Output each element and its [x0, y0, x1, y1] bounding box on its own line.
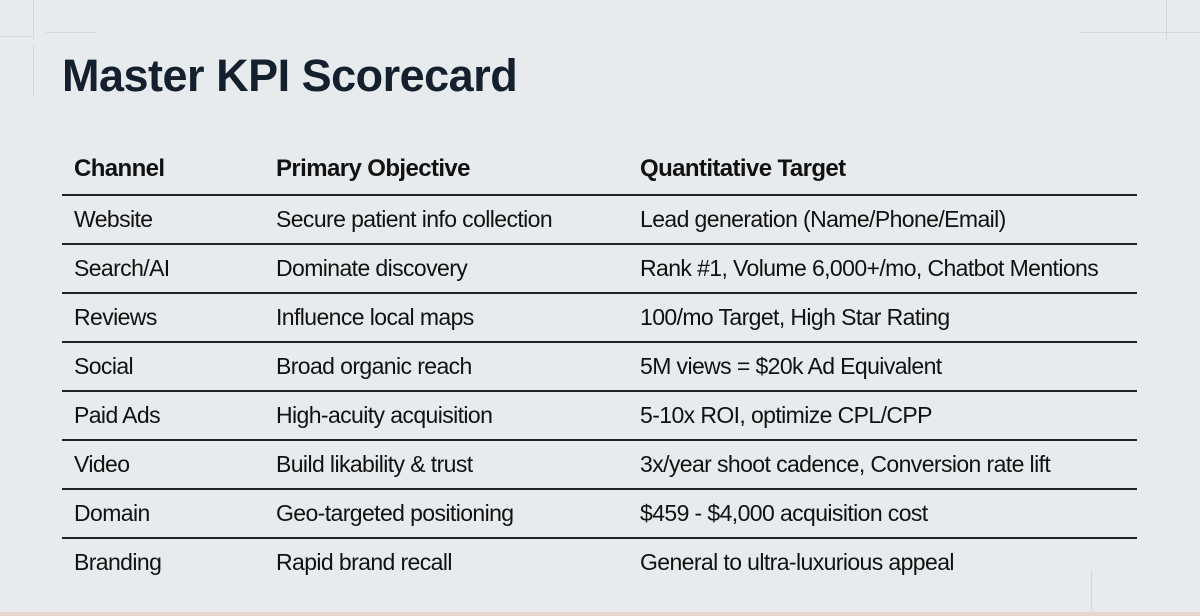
table-row: Website Secure patient info collection Lea…: [62, 196, 1137, 245]
target-cell: 5M views = $20k Ad Equivalent: [640, 353, 942, 379]
column-header: Channel: [74, 155, 165, 182]
column-header: Quantitative Target: [640, 155, 846, 182]
channel-cell: Social: [74, 353, 134, 379]
objective-cell: Build likability & trust: [276, 451, 473, 477]
bottom-bar: [0, 612, 1200, 616]
channel-cell: Reviews: [74, 304, 157, 330]
channel-cell: Video: [74, 451, 130, 477]
objective-cell: Broad organic reach: [276, 353, 472, 379]
target-cell: 3x/year shoot cadence, Conversion rate l…: [640, 451, 1051, 477]
table-row: Branding Rapid brand recall General to ult…: [62, 539, 1137, 586]
objective-cell: Rapid brand recall: [276, 549, 452, 575]
objective-cell: Influence local maps: [276, 304, 474, 330]
table-row: Domain Geo-targeted positioning $459 - $4,…: [62, 490, 1137, 539]
target-cell: Lead generation (Name/Phone/Email): [640, 206, 1006, 232]
table-row: Reviews Influence local maps 100/mo Target…: [62, 294, 1137, 343]
corner-guide: [46, 32, 96, 33]
objective-cell: Geo-targeted positioning: [276, 500, 514, 526]
corner-guide: [33, 0, 34, 40]
objective-cell: High-acuity acquisition: [276, 402, 493, 428]
channel-cell: Paid Ads: [74, 402, 161, 428]
target-cell: Rank #1, Volume 6,000+/mo, Chatbot Menti…: [640, 255, 1099, 281]
table-row: Video Build likability & trust 3x/year sho…: [62, 441, 1137, 490]
corner-guide: [33, 46, 34, 96]
channel-cell: Search/AI: [74, 255, 170, 281]
objective-cell: Dominate discovery: [276, 255, 468, 281]
table-row: Search/AI Dominate discovery Rank #1, Volu…: [62, 245, 1137, 294]
kpi-table: Channel Primary Objective Quantitative T…: [62, 148, 1137, 586]
channel-cell: Domain: [74, 500, 150, 526]
table-row: Social Broad organic reach 5M views = $20k…: [62, 343, 1137, 392]
corner-guide: [1080, 32, 1200, 33]
corner-guide: [1091, 570, 1092, 616]
target-cell: 100/mo Target, High Star Rating: [640, 304, 950, 330]
objective-cell: Secure patient info collection: [276, 206, 553, 232]
column-header: Primary Objective: [276, 155, 471, 182]
channel-cell: Website: [74, 206, 153, 232]
target-cell: 5-10x ROI, optimize CPL/CPP: [640, 402, 932, 428]
table-row: Paid Ads High-acuity acquisition 5-10x ROI…: [62, 392, 1137, 441]
table-header-row: Channel Primary Objective Quantitative T…: [62, 148, 1137, 196]
corner-guide: [1166, 0, 1167, 40]
target-cell: General to ultra-luxurious appeal: [640, 549, 955, 575]
page-title: Master KPI Scorecard: [62, 50, 518, 101]
corner-guide: [0, 36, 33, 37]
target-cell: $459 - $4,000 acquisition cost: [640, 500, 928, 526]
channel-cell: Branding: [74, 549, 162, 575]
